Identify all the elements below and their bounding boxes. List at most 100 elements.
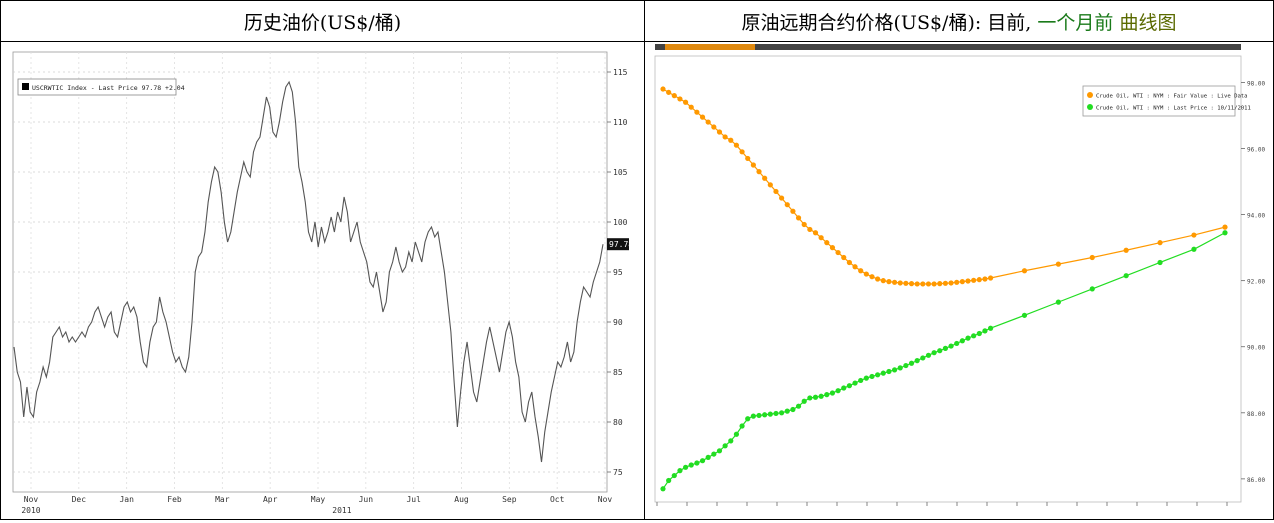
forward-curve-month-ago-point: [976, 330, 982, 337]
forward-curve-month-ago-point: [971, 333, 977, 339]
forward-curve-current-point: [711, 124, 717, 130]
forward-curve-month-ago-point: [728, 438, 734, 444]
forward-curve-month-ago-point: [722, 443, 728, 449]
forward-curve-current-point: [880, 278, 886, 284]
forward-curve-month-ago-point: [767, 411, 773, 417]
forward-curve-current-point: [908, 281, 915, 287]
forward-curve-current-point: [750, 162, 756, 168]
forward-curve-current-point: [716, 129, 723, 135]
forward-curve-month-ago-point: [1222, 230, 1228, 236]
forward-curve-month-ago-point: [891, 367, 898, 373]
forward-curve-month-ago-point: [954, 340, 960, 347]
forward-curve-month-ago-point: [875, 372, 881, 378]
right-title-prefix: 原油远期合约价格(US$/桶): 目前,: [741, 11, 1032, 34]
forward-curve-month-ago-point: [841, 385, 847, 391]
forward-curve-month-ago-point: [750, 413, 756, 419]
forward-curve-month-ago-point: [835, 388, 841, 394]
forward-curve-current-point: [863, 271, 869, 277]
forward-curve-month-ago-point: [824, 392, 830, 398]
forward-curve-current-point: [841, 254, 847, 261]
forward-curve-month-ago-point: [1191, 246, 1197, 252]
forward-curve-month-ago-point: [801, 398, 807, 404]
forward-curve-month-ago-point: [897, 365, 903, 371]
forward-curve-month-ago-point: [716, 448, 723, 454]
forward-curve-current-point: [762, 175, 768, 181]
forward-curve-month-ago-point: [1123, 273, 1129, 279]
forward-curve-current-point: [976, 277, 982, 283]
x-tick-label: Jun: [359, 495, 374, 504]
y-tick-label: 88.00: [1247, 411, 1265, 418]
x-tick-label: Mar: [215, 495, 230, 504]
x-tick-label: Nov: [24, 495, 39, 504]
right-header: 原油远期合约价格(US$/桶): 目前, 一个月前 曲线图: [644, 0, 1274, 42]
forward-curve-month-ago-point: [829, 390, 836, 396]
forward-curve-month-ago-point: [903, 362, 909, 369]
forward-curve-current-point: [699, 114, 706, 120]
forward-curve-month-ago-point: [1055, 299, 1061, 305]
forward-curve-month-ago-point: [959, 338, 965, 344]
y-tick-label: 95: [613, 268, 623, 277]
forward-curve-month-ago-point: [762, 412, 768, 418]
forward-curve-current-point: [728, 137, 734, 143]
forward-curve-month-ago-point: [705, 454, 711, 460]
forward-curve-current-point: [773, 188, 779, 195]
toolbar-strip-accent: [665, 44, 755, 50]
forward-curve-current-point: [954, 279, 960, 285]
forward-curve-current-point: [790, 208, 796, 214]
legend-swatch: [22, 83, 29, 90]
forward-curve-current-point: [1089, 254, 1095, 261]
forward-curve-current-point: [829, 245, 836, 251]
forward-curve-month-ago-point: [784, 408, 790, 414]
forward-curve-current-point: [846, 259, 852, 266]
right-title-curve: 曲线图: [1119, 11, 1177, 34]
y-tick-label: 100: [613, 218, 628, 227]
forward-curve-current-point: [971, 277, 977, 283]
forward-curve-month-ago-point: [818, 393, 824, 399]
last-price-label: 97.78: [609, 240, 633, 249]
forward-curve-month-ago-point: [666, 477, 672, 484]
forward-curve-month-ago-point: [671, 472, 677, 479]
forward-curve-month-ago-point: [745, 416, 751, 422]
forward-curve-month-ago-point: [925, 352, 932, 358]
forward-curve-current-point: [745, 155, 751, 162]
forward-curve-current-point: [891, 279, 898, 285]
forward-curve-month-ago-point: [779, 410, 785, 416]
forward-curve-month-ago-point: [942, 345, 949, 351]
x-tick-label: Feb: [167, 495, 182, 504]
forward-curve-current-point: [931, 281, 937, 287]
legend-label: Crude Oil, WTI : NYM : Fair Value : Live…: [1096, 94, 1248, 100]
y-tick-label: 105: [613, 168, 628, 177]
forward-curve-month-ago-point: [699, 458, 706, 464]
forward-curve-month-ago-point: [937, 348, 943, 354]
forward-curve-current-point: [807, 226, 813, 233]
y-tick-label: 110: [613, 118, 628, 127]
forward-curve-chart: 98.00 96.00 94.00 92.00 90.00 88.00 86.00 Crude…: [654, 44, 1265, 506]
y-tick-label: 90.00: [1247, 345, 1265, 352]
forward-curve-current-point: [666, 89, 672, 95]
forward-curve-month-ago-point: [773, 410, 779, 417]
forward-curve-month-ago-point: [812, 394, 819, 400]
forward-curve-current-point: [965, 278, 971, 284]
plot-area: [654, 55, 1242, 503]
forward-curve-current-point: [914, 281, 920, 287]
forward-curve-current-point: [1222, 224, 1228, 230]
x-year-label: 2011: [332, 506, 351, 515]
forward-curve-current-point: [835, 249, 841, 256]
y-tick-label: 96.00: [1247, 147, 1265, 154]
forward-curve-month-ago-point: [795, 403, 802, 409]
forward-curve-current-point: [875, 276, 881, 282]
forward-curve-month-ago-point: [920, 355, 926, 361]
forward-curve-current-point: [925, 281, 932, 287]
forward-curve-current-point: [852, 264, 858, 270]
forward-curve-current-point: [858, 268, 864, 274]
left-title: 历史油价(US$/桶): [243, 11, 402, 34]
right-title-month-ago: 一个月前: [1037, 11, 1114, 34]
forward-curve-current-point: [767, 182, 773, 188]
forward-curve-month-ago-point: [886, 368, 892, 375]
forward-curve-current-point: [722, 134, 728, 140]
price-line: [13, 80, 604, 463]
right-title: 原油远期合约价格(US$/桶): 目前, 一个月前 曲线图: [742, 8, 1177, 35]
forward-curve-month-ago-point: [677, 468, 683, 474]
y-tick-label: 92.00: [1247, 279, 1265, 286]
